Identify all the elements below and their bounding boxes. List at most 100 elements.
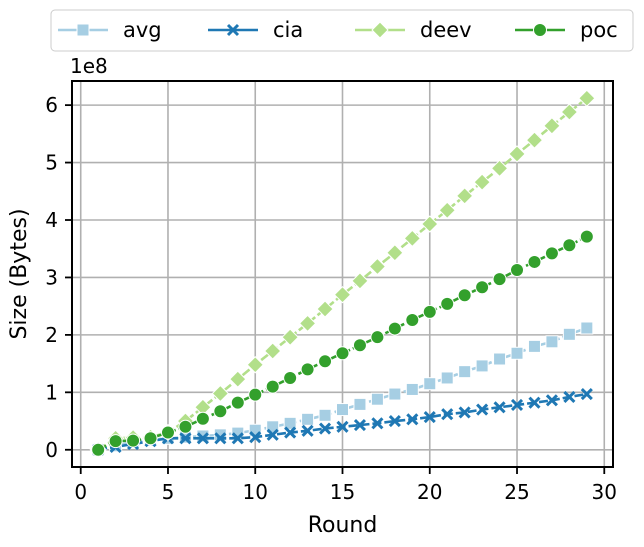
data-point-cia-stroke-b	[318, 422, 332, 435]
data-point-deev	[578, 89, 596, 107]
data-point-poc	[457, 288, 472, 303]
x-axis-label: Round	[308, 513, 378, 538]
data-point-avg	[318, 408, 332, 422]
y-tick-label: 5	[45, 151, 58, 175]
data-point-cia	[301, 424, 314, 437]
data-point-avg	[440, 371, 454, 385]
data-point-cia	[353, 419, 367, 432]
data-point-cia	[371, 417, 384, 430]
data-point-deev	[525, 131, 544, 149]
legend-item-avg: avg	[58, 18, 162, 42]
data-point-poc	[387, 321, 402, 336]
data-point-cia-stroke-b	[353, 419, 367, 432]
y-tick-label: 6	[45, 93, 58, 117]
data-point-deev	[246, 356, 264, 374]
data-point-deev	[263, 342, 282, 360]
data-point-poc	[352, 338, 367, 353]
data-point-deev	[473, 173, 491, 191]
data-point-cia	[284, 426, 297, 439]
data-point-cia	[318, 422, 332, 435]
data-point-poc	[230, 395, 245, 410]
data-point-cia-stroke-b	[510, 398, 524, 412]
data-point-cia-stroke-b	[406, 413, 419, 426]
data-point-avg	[527, 339, 541, 353]
data-point-cia	[510, 398, 524, 412]
data-point-cia-stroke-b	[336, 420, 349, 433]
data-point-cia-stroke-b	[371, 417, 384, 430]
data-point-deev	[421, 215, 439, 233]
data-point-cia	[493, 401, 506, 414]
data-point-cia-stroke-b	[580, 387, 593, 401]
data-point-cia	[423, 410, 436, 424]
data-point-deev	[543, 117, 561, 135]
data-point-cia-stroke-b	[249, 431, 262, 444]
data-point-deev	[281, 328, 299, 346]
data-point-deev	[298, 314, 317, 333]
data-point-cia-stroke-b	[214, 432, 227, 445]
data-point-poc	[300, 362, 315, 377]
data-point-avg	[370, 392, 384, 406]
data-point-cia	[196, 432, 209, 445]
data-point-cia	[528, 396, 541, 409]
x-tick-label: 5	[162, 480, 175, 504]
y-axis-multiplier: 1e8	[70, 54, 108, 78]
data-point-cia-stroke-b	[476, 403, 489, 416]
x-tick-label: 0	[74, 480, 87, 504]
data-point-poc	[318, 354, 333, 369]
x-tick-label: 15	[330, 480, 355, 504]
data-point-cia	[406, 413, 419, 426]
data-point-avg	[475, 359, 489, 373]
data-point-deev	[229, 370, 247, 388]
data-point-cia	[476, 403, 489, 416]
tick-layer: 0 5 10 15 20 25 30 0 1 2 3 4 5 6	[45, 93, 617, 504]
data-point-cia	[563, 390, 576, 403]
data-point-avg	[580, 321, 594, 335]
legend-item-deev: deev	[355, 18, 472, 42]
data-point-deev	[368, 257, 387, 276]
data-point-cia-stroke-b	[284, 426, 297, 439]
data-point-cia	[214, 432, 227, 445]
data-point-deev	[403, 229, 422, 248]
data-point-cia-stroke-b	[563, 390, 576, 403]
data-point-cia-stroke-b	[388, 414, 401, 428]
data-point-deev	[490, 159, 509, 178]
data-point-poc	[492, 272, 507, 287]
legend-label: poc	[580, 18, 618, 42]
legend-label: cia	[273, 18, 303, 42]
y-tick-label: 0	[45, 438, 58, 462]
data-point-poc	[527, 254, 542, 269]
data-point-poc	[178, 419, 193, 434]
x-tick-label: 20	[417, 480, 442, 504]
x-tick-label: 30	[592, 480, 617, 504]
y-tick-label: 1	[45, 380, 58, 404]
data-point-poc	[248, 387, 263, 402]
data-point-poc	[579, 229, 594, 244]
data-point-deev	[351, 272, 369, 290]
data-point-poc	[126, 433, 141, 448]
data-point-cia-stroke-b	[545, 394, 558, 407]
data-point-avg	[405, 382, 419, 396]
data-point-poc	[562, 238, 577, 253]
data-point-deev	[333, 285, 352, 304]
data-point-cia-stroke-b	[423, 410, 436, 424]
data-point-cia-stroke-b	[231, 432, 244, 445]
data-point-avg	[562, 327, 576, 341]
legend-label: avg	[123, 18, 162, 42]
data-point-deev	[455, 187, 474, 205]
data-point-cia	[441, 408, 454, 421]
data-point-poc	[213, 404, 228, 419]
data-point-cia	[266, 428, 279, 441]
data-point-poc	[143, 431, 158, 446]
data-point-cia-stroke-b	[266, 428, 279, 441]
data-point-cia	[231, 432, 244, 445]
data-point-cia-stroke-b	[458, 406, 471, 419]
data-point-poc	[160, 425, 175, 440]
data-point-deev	[316, 300, 334, 318]
data-point-avg	[301, 412, 315, 426]
y-tick-label: 4	[45, 208, 58, 232]
legend-label: deev	[420, 18, 472, 42]
data-point-avg	[510, 346, 524, 360]
y-tick-label: 3	[45, 265, 58, 289]
data-point-cia-stroke-b	[441, 408, 454, 421]
data-point-poc	[544, 246, 559, 261]
